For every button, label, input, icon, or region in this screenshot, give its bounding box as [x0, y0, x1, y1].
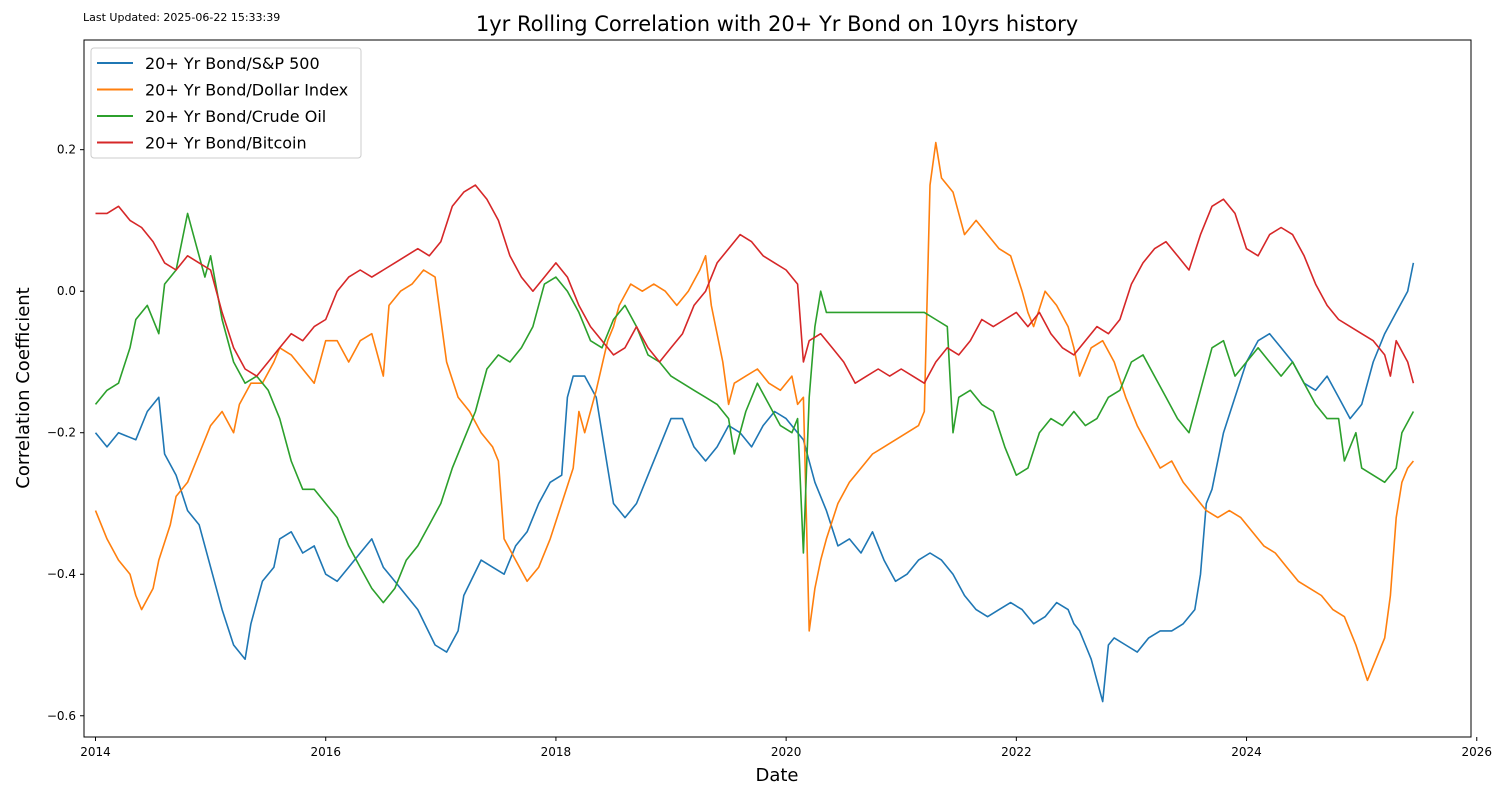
legend: 20+ Yr Bond/S&P 500 20+ Yr Bond/Dollar In… — [90, 47, 362, 159]
y-tick-label: 0.0 — [57, 284, 76, 298]
plot-frame — [83, 39, 1472, 738]
y-tick-label: −0.4 — [47, 567, 76, 581]
x-tick-label: 2014 — [80, 745, 111, 759]
legend-entry-label: 20+ Yr Bond/Dollar Index — [145, 81, 348, 100]
y-axis-label: Correlation Coefficient — [13, 287, 34, 488]
x-axis-ticks: 2014 2016 2018 2020 2022 2024 2026 — [80, 737, 1492, 759]
legend-box — [90, 47, 362, 159]
legend-entry-label: 20+ Yr Bond/S&P 500 — [145, 54, 320, 73]
series-line-4 — [95, 184, 1415, 384]
x-tick-label: 2016 — [310, 745, 341, 759]
series-line-3 — [94, 212, 1415, 604]
y-axis-ticks: −0.6 −0.4 −0.2 0.0 0.2 — [47, 143, 84, 723]
y-tick-label: 0.2 — [57, 143, 76, 157]
y-tick-label: −0.6 — [47, 709, 76, 723]
series-line-2 — [94, 141, 1415, 682]
x-tick-label: 2018 — [541, 745, 572, 759]
chart-title: 1yr Rolling Correlation with 20+ Yr Bond… — [476, 12, 1078, 36]
x-tick-label: 2026 — [1461, 745, 1492, 759]
legend-entry-label: 20+ Yr Bond/Crude Oil — [145, 107, 326, 126]
x-tick-label: 2020 — [771, 745, 802, 759]
series-line-1 — [94, 262, 1415, 703]
last-updated-text: Last Updated: 2025-06-22 15:33:39 — [83, 11, 281, 24]
series-lines — [94, 141, 1415, 703]
x-tick-label: 2022 — [1001, 745, 1032, 759]
x-axis-label: Date — [755, 765, 798, 786]
y-tick-label: −0.2 — [47, 426, 76, 440]
x-tick-label: 2024 — [1231, 745, 1262, 759]
legend-entry-label: 20+ Yr Bond/Bitcoin — [145, 134, 307, 153]
